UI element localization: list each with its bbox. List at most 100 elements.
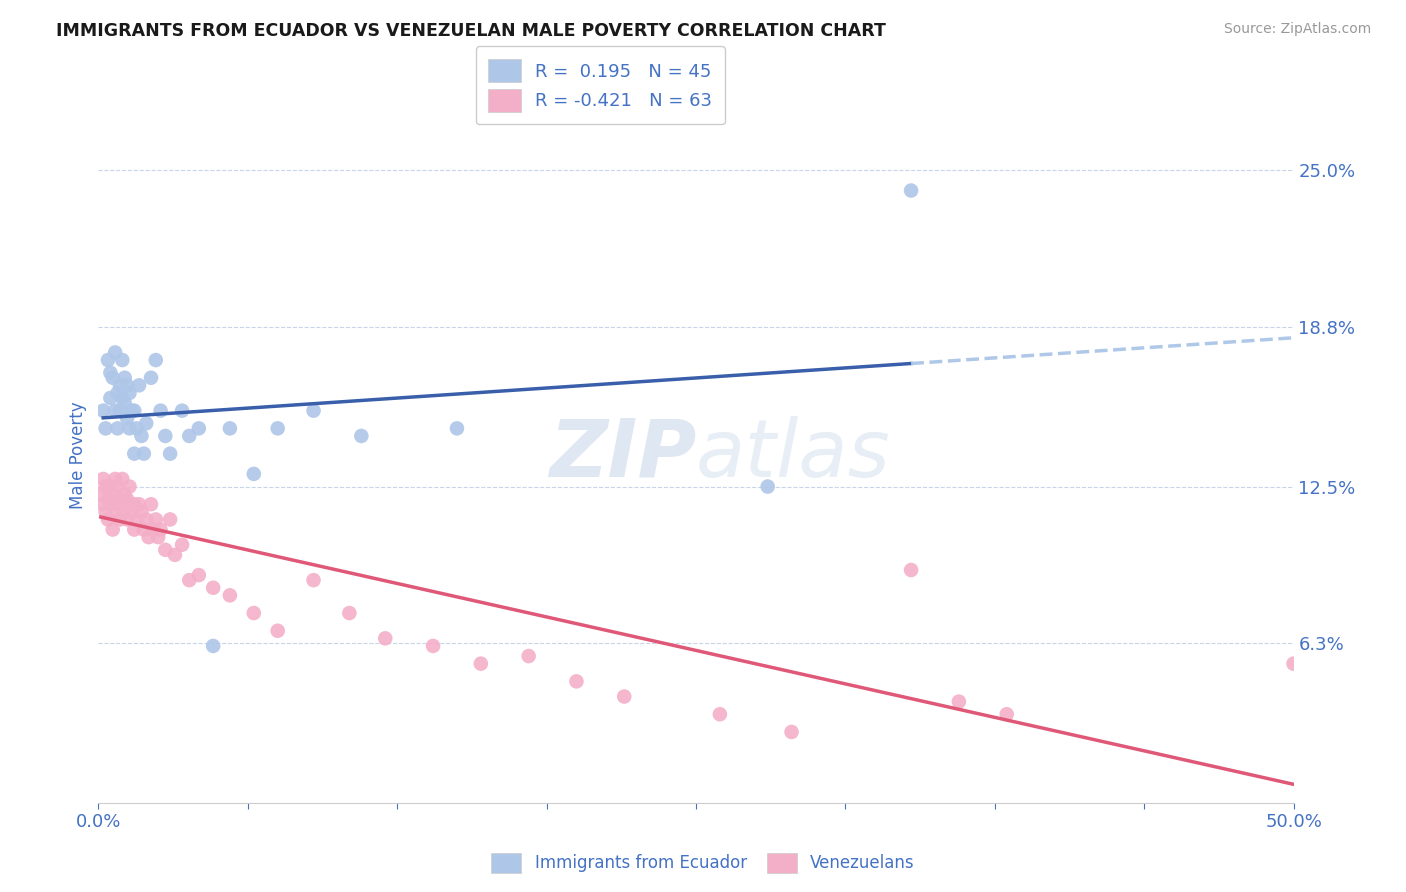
Point xyxy=(124,523,146,537)
Point xyxy=(159,447,181,461)
Text: Source: ZipAtlas.com: Source: ZipAtlas.com xyxy=(1223,22,1371,37)
Point xyxy=(118,421,141,435)
Point xyxy=(97,512,120,526)
Point xyxy=(101,523,124,537)
Point xyxy=(995,707,1018,722)
Point xyxy=(108,512,131,526)
Point xyxy=(111,391,134,405)
Point xyxy=(131,429,153,443)
Point xyxy=(709,707,731,722)
Point xyxy=(148,530,170,544)
Point xyxy=(114,396,136,410)
Point xyxy=(159,512,181,526)
Point xyxy=(517,648,540,663)
Point xyxy=(187,568,209,582)
Point xyxy=(121,403,143,417)
Point xyxy=(142,523,165,537)
Point xyxy=(104,472,127,486)
Point xyxy=(98,366,122,380)
Point xyxy=(172,538,194,552)
Point xyxy=(267,421,290,435)
Point xyxy=(108,403,131,417)
Point xyxy=(94,421,117,435)
Point xyxy=(446,421,468,435)
Text: IMMIGRANTS FROM ECUADOR VS VENEZUELAN MALE POVERTY CORRELATION CHART: IMMIGRANTS FROM ECUADOR VS VENEZUELAN MA… xyxy=(56,22,886,40)
Point xyxy=(172,403,194,417)
Point xyxy=(91,497,114,511)
Point xyxy=(243,606,266,620)
Point xyxy=(107,479,129,493)
Point xyxy=(125,512,148,526)
Point xyxy=(1282,657,1305,671)
Point xyxy=(124,403,146,417)
Point xyxy=(139,370,162,384)
Point xyxy=(470,657,492,671)
Point xyxy=(108,378,131,392)
Point xyxy=(219,421,242,435)
Point xyxy=(124,447,146,461)
Point xyxy=(565,674,588,689)
Point xyxy=(111,353,134,368)
Point xyxy=(124,497,146,511)
Point xyxy=(97,353,120,368)
Point xyxy=(101,370,124,384)
Point xyxy=(121,505,143,519)
Point xyxy=(125,421,148,435)
Point xyxy=(115,378,138,392)
Point xyxy=(149,403,172,417)
Point xyxy=(132,523,155,537)
Point xyxy=(149,523,172,537)
Point xyxy=(948,695,970,709)
Point xyxy=(94,505,117,519)
Point xyxy=(111,472,134,486)
Point xyxy=(145,512,167,526)
Point xyxy=(97,492,120,507)
Point xyxy=(104,505,127,519)
Point xyxy=(138,530,160,544)
Point xyxy=(90,487,112,501)
Point xyxy=(128,378,150,392)
Point xyxy=(107,421,129,435)
Point xyxy=(101,487,124,501)
Point xyxy=(114,505,136,519)
Point xyxy=(202,639,225,653)
Point xyxy=(115,492,138,507)
Point xyxy=(302,573,325,587)
Point xyxy=(108,492,131,507)
Point xyxy=(163,548,186,562)
Point xyxy=(135,512,157,526)
Point xyxy=(900,563,922,577)
Point xyxy=(104,403,127,417)
Point xyxy=(91,403,114,417)
Point xyxy=(179,573,201,587)
Point xyxy=(98,391,122,405)
Legend: Immigrants from Ecuador, Venezuelans: Immigrants from Ecuador, Venezuelans xyxy=(485,847,921,880)
Point xyxy=(115,512,138,526)
Point xyxy=(780,725,803,739)
Point xyxy=(339,606,361,620)
Point xyxy=(243,467,266,481)
Text: ZIP: ZIP xyxy=(548,416,696,494)
Point xyxy=(187,421,209,435)
Point xyxy=(613,690,636,704)
Point xyxy=(179,429,201,443)
Point xyxy=(219,588,242,602)
Text: atlas: atlas xyxy=(696,416,891,494)
Point xyxy=(374,632,396,646)
Point xyxy=(302,403,325,417)
Point xyxy=(422,639,444,653)
Point xyxy=(115,411,138,425)
Point xyxy=(139,497,162,511)
Point xyxy=(900,184,922,198)
Point xyxy=(111,497,134,511)
Point xyxy=(135,417,157,431)
Point xyxy=(128,497,150,511)
Point xyxy=(132,447,155,461)
Point xyxy=(98,479,122,493)
Point xyxy=(118,497,141,511)
Point xyxy=(350,429,373,443)
Point xyxy=(145,353,167,368)
Point xyxy=(155,542,177,557)
Point xyxy=(114,370,136,384)
Point xyxy=(131,505,153,519)
